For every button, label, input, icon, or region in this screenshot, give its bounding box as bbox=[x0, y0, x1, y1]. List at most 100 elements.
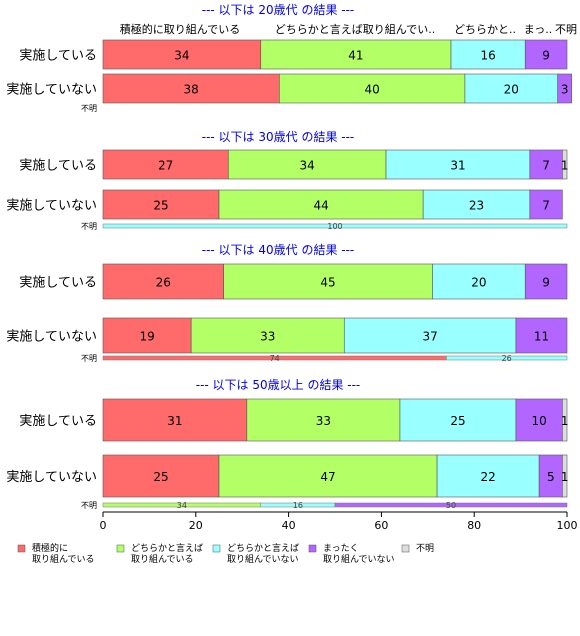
data-label: 3 bbox=[561, 83, 569, 97]
data-label: 23 bbox=[469, 199, 484, 213]
row-label: 実施している bbox=[19, 158, 97, 174]
bar-segment bbox=[436, 454, 540, 498]
bar-segment bbox=[450, 39, 526, 70]
bar-segment bbox=[562, 398, 568, 442]
bar-segment bbox=[102, 189, 220, 220]
x-tick-label: 20 bbox=[189, 519, 203, 532]
row-label: 実施していない bbox=[6, 329, 97, 345]
legend-label: まったく bbox=[323, 543, 359, 554]
data-label: 9 bbox=[542, 276, 550, 290]
bar-segment bbox=[524, 263, 568, 300]
bar-segment bbox=[562, 454, 568, 498]
bar-segment bbox=[515, 317, 568, 354]
bar-segment bbox=[279, 73, 466, 104]
legend-label: 取り組んでいる bbox=[32, 553, 95, 565]
data-label: 19 bbox=[139, 330, 154, 344]
unknown-data-label: 16 bbox=[293, 501, 303, 510]
data-label: 25 bbox=[450, 414, 465, 428]
data-label: 27 bbox=[158, 159, 173, 173]
bar-segment bbox=[102, 398, 248, 442]
data-label: 7 bbox=[542, 159, 550, 173]
data-label: 40 bbox=[364, 83, 379, 97]
legend-label: 取り組んでいない bbox=[227, 553, 299, 565]
data-label: 1 bbox=[561, 159, 569, 173]
bar-segment bbox=[218, 454, 438, 498]
x-tick-label: 60 bbox=[374, 519, 388, 532]
data-label: 20 bbox=[504, 83, 519, 97]
x-tick-label: 40 bbox=[282, 519, 296, 532]
bar-segment bbox=[227, 149, 387, 180]
row-label: 実施している bbox=[19, 413, 97, 429]
unknown-row-label: 不明 bbox=[81, 354, 97, 363]
data-label: 44 bbox=[313, 199, 328, 213]
bar-segment bbox=[102, 317, 192, 354]
data-label: 37 bbox=[422, 330, 437, 344]
category-header-label: どちらかと言えば取り組んでい.. bbox=[275, 23, 435, 36]
bar-segment bbox=[399, 398, 517, 442]
category-header-label: 積極的に取り組んでいる bbox=[120, 22, 240, 36]
data-label: 25 bbox=[153, 470, 168, 484]
legend-label: 取り組んでいる bbox=[131, 553, 194, 565]
row-label: 実施していない bbox=[6, 82, 97, 98]
data-label: 16 bbox=[480, 49, 495, 63]
bar-segment bbox=[529, 189, 563, 220]
data-label: 45 bbox=[320, 276, 335, 290]
unknown-data-label: 34 bbox=[177, 501, 187, 510]
unknown-row-label: 不明 bbox=[81, 222, 97, 231]
bar-segment bbox=[102, 263, 224, 300]
bar-segment bbox=[557, 73, 572, 104]
row-label: 実施していない bbox=[6, 198, 97, 214]
panel-title: --- 以下は 50歳以上 の結果 --- bbox=[196, 378, 361, 392]
data-label: 5 bbox=[547, 470, 555, 484]
legend-swatch bbox=[17, 544, 26, 553]
legend-label: 不明 bbox=[416, 543, 434, 554]
data-label: 34 bbox=[300, 159, 315, 173]
x-tick-label: 100 bbox=[557, 519, 578, 532]
row-label: 実施している bbox=[19, 48, 97, 64]
bar-segment bbox=[562, 149, 568, 180]
unknown-bar-segment bbox=[334, 502, 568, 508]
category-header-label: 不明 bbox=[555, 23, 577, 36]
unknown-bar-segment bbox=[102, 223, 568, 229]
bar-segment bbox=[343, 317, 517, 354]
bar-segment bbox=[246, 398, 401, 442]
bar-segment bbox=[223, 263, 433, 300]
category-header-label: どちらかと.. bbox=[454, 23, 516, 36]
unknown-data-label: 74 bbox=[270, 354, 280, 363]
row-label: 実施している bbox=[19, 275, 97, 291]
legend-swatch bbox=[116, 544, 125, 553]
data-label: 10 bbox=[532, 414, 547, 428]
bar-segment bbox=[102, 454, 220, 498]
data-label: 33 bbox=[260, 330, 275, 344]
legend-label: 取り組んでいない bbox=[323, 553, 395, 565]
legend-label: どちらかと言えば bbox=[227, 542, 299, 554]
bar-segment bbox=[385, 149, 531, 180]
data-label: 47 bbox=[320, 470, 335, 484]
bar-segment bbox=[529, 149, 563, 180]
bar-segment bbox=[260, 39, 452, 70]
data-label: 20 bbox=[471, 276, 486, 290]
data-label: 9 bbox=[542, 49, 550, 63]
data-label: 1 bbox=[561, 470, 569, 484]
panel-title: --- 以下は 30歳代 の結果 --- bbox=[202, 130, 355, 144]
category-header-label: まっ.. bbox=[524, 23, 553, 36]
unknown-row-label: 不明 bbox=[81, 501, 97, 510]
legend-swatch bbox=[308, 544, 317, 553]
unknown-data-label: 26 bbox=[502, 354, 512, 363]
data-label: 26 bbox=[156, 276, 171, 290]
x-tick-label: 0 bbox=[100, 519, 107, 532]
data-label: 11 bbox=[534, 330, 549, 344]
bar-segment bbox=[102, 39, 262, 70]
legend-swatch bbox=[401, 544, 410, 553]
data-label: 22 bbox=[480, 470, 495, 484]
x-tick-label: 80 bbox=[467, 519, 481, 532]
unknown-data-label: 100 bbox=[327, 222, 342, 231]
bar-segment bbox=[464, 73, 559, 104]
data-label: 38 bbox=[184, 83, 199, 97]
bar-segment bbox=[515, 398, 563, 442]
unknown-bar-segment bbox=[446, 355, 568, 361]
legend-label: どちらかと言えば bbox=[131, 542, 203, 554]
data-label: 33 bbox=[316, 414, 331, 428]
